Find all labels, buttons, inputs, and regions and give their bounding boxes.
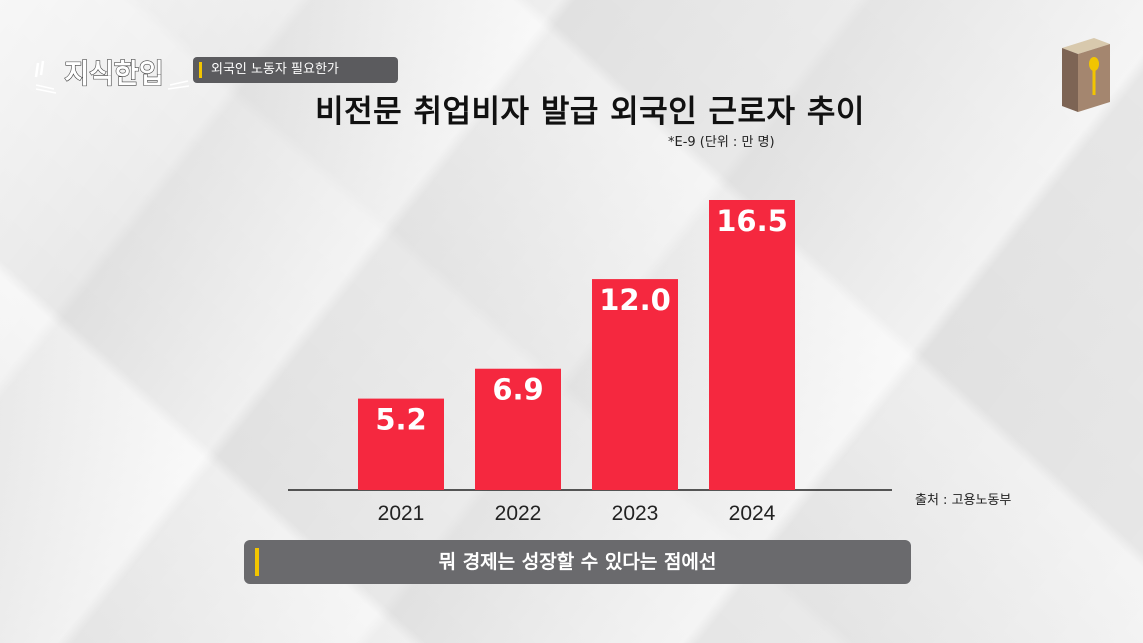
- bar-2022: [475, 368, 561, 490]
- channel-logo: 지식한입: [34, 55, 190, 95]
- subtitle-accent-bar: [255, 548, 259, 576]
- book-with-spoon-icon: [1056, 36, 1112, 112]
- chart-title: 비전문 취업비자 발급 외국인 근로자 추이: [315, 94, 865, 130]
- data-label-2021: 5.2: [375, 403, 426, 437]
- topic-label-text: 외국인 노동자 필요한가: [211, 62, 339, 77]
- x-tick-label-2024: 2024: [729, 502, 776, 525]
- x-tick-label-2021: 2021: [378, 502, 425, 525]
- subtitle-caption: 뭐 경제는 성장할 수 있다는 점에선: [244, 540, 911, 584]
- data-label-2023: 12.0: [599, 283, 671, 317]
- subtitle-text: 뭐 경제는 성장할 수 있다는 점에선: [438, 551, 717, 573]
- source-note: 출처 : 고용노동부: [915, 493, 1012, 508]
- x-tick-label-2023: 2023: [612, 502, 659, 525]
- bar-2024: [709, 200, 795, 490]
- bar-2023: [592, 279, 678, 490]
- topic-label: 외국인 노동자 필요한가: [193, 57, 398, 83]
- x-tick-label-2022: 2022: [495, 502, 542, 525]
- topic-accent-bar: [199, 62, 202, 78]
- logo-text: 지식한입: [64, 59, 163, 90]
- bar-2021: [358, 398, 444, 490]
- data-label-2022: 6.9: [492, 373, 543, 407]
- data-label-2024: 16.5: [716, 204, 788, 238]
- unit-note: *E-9 (단위 : 만 명): [668, 135, 775, 150]
